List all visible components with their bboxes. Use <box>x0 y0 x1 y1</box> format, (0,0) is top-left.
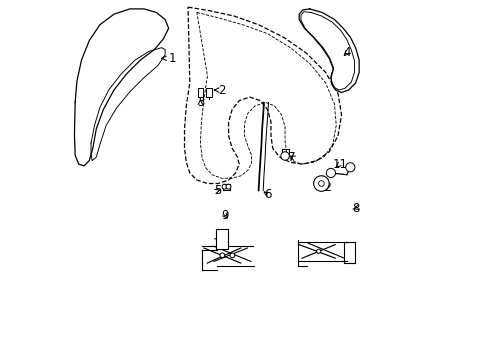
Text: 10: 10 <box>212 237 227 250</box>
Circle shape <box>222 184 226 189</box>
Circle shape <box>229 253 234 258</box>
Text: 12: 12 <box>318 181 332 194</box>
Circle shape <box>318 181 324 186</box>
Circle shape <box>225 184 230 189</box>
Circle shape <box>345 163 354 172</box>
Text: 8: 8 <box>351 202 359 215</box>
Circle shape <box>313 176 328 191</box>
Bar <box>216 229 227 249</box>
Text: 6: 6 <box>263 188 271 201</box>
Bar <box>206 87 212 98</box>
Text: 7: 7 <box>288 150 295 163</box>
Text: 1: 1 <box>162 52 176 65</box>
Text: 11: 11 <box>331 158 346 171</box>
Text: 9: 9 <box>221 209 228 222</box>
Circle shape <box>325 168 335 177</box>
Circle shape <box>316 249 320 253</box>
Text: 2: 2 <box>214 84 225 96</box>
Circle shape <box>280 152 289 160</box>
Bar <box>197 87 203 98</box>
Text: 5: 5 <box>214 184 221 197</box>
Text: 4: 4 <box>343 46 350 59</box>
Text: 3: 3 <box>196 96 203 109</box>
Circle shape <box>220 253 224 258</box>
